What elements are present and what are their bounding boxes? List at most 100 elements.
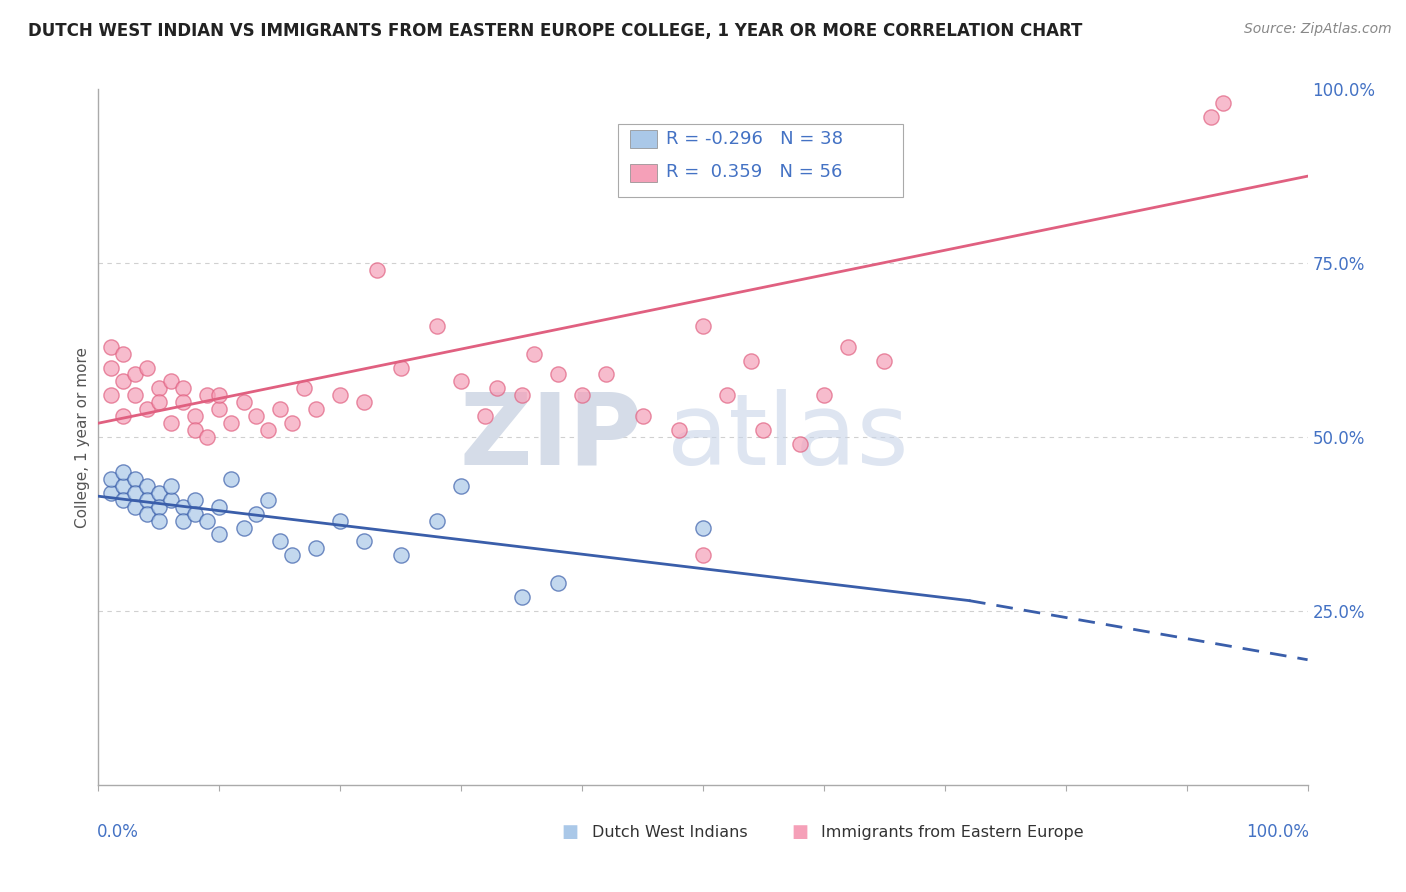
Point: [668, 423, 690, 437]
Point: [789, 437, 811, 451]
Point: [111, 409, 134, 424]
Point: [474, 409, 496, 424]
Point: [547, 576, 569, 591]
Point: [124, 388, 146, 402]
Point: [148, 381, 170, 395]
Point: [692, 318, 714, 333]
Point: [184, 409, 207, 424]
Point: [148, 500, 170, 514]
Text: Dutch West Indians: Dutch West Indians: [592, 825, 748, 840]
Point: [135, 479, 157, 493]
Point: [547, 368, 569, 382]
Point: [837, 340, 859, 354]
Text: R = -0.296   N = 38: R = -0.296 N = 38: [665, 129, 842, 147]
Point: [813, 388, 835, 402]
Point: [148, 514, 170, 528]
Point: [111, 346, 134, 360]
Point: [486, 381, 509, 395]
Point: [329, 514, 352, 528]
Point: [195, 430, 218, 444]
Point: [208, 402, 231, 417]
Point: [631, 409, 654, 424]
Point: [873, 353, 896, 368]
Point: [135, 492, 157, 507]
Point: [740, 353, 762, 368]
Text: ■: ■: [561, 823, 578, 841]
Point: [232, 395, 254, 409]
Point: [221, 472, 243, 486]
Point: [292, 381, 315, 395]
Text: DUTCH WEST INDIAN VS IMMIGRANTS FROM EASTERN EUROPE COLLEGE, 1 YEAR OR MORE CORR: DUTCH WEST INDIAN VS IMMIGRANTS FROM EAS…: [28, 22, 1083, 40]
Point: [366, 263, 388, 277]
Point: [232, 520, 254, 534]
Point: [571, 388, 593, 402]
Text: 0.0%: 0.0%: [97, 823, 139, 841]
Text: Source: ZipAtlas.com: Source: ZipAtlas.com: [1244, 22, 1392, 37]
Y-axis label: College, 1 year or more: College, 1 year or more: [75, 347, 90, 527]
Point: [353, 395, 375, 409]
Point: [100, 340, 122, 354]
Point: [111, 479, 134, 493]
Point: [245, 507, 267, 521]
Point: [245, 409, 267, 424]
Point: [1212, 96, 1234, 111]
Point: [208, 527, 231, 541]
Point: [221, 416, 243, 430]
Point: [450, 479, 472, 493]
Text: ZIP: ZIP: [460, 389, 643, 485]
Point: [135, 402, 157, 417]
Point: [426, 514, 449, 528]
Point: [111, 375, 134, 389]
Point: [172, 381, 194, 395]
Point: [389, 549, 412, 563]
Point: [100, 485, 122, 500]
Point: [184, 423, 207, 437]
Point: [124, 500, 146, 514]
Point: [135, 360, 157, 375]
Point: [100, 472, 122, 486]
Text: atlas: atlas: [666, 389, 908, 485]
Point: [124, 485, 146, 500]
Point: [510, 388, 533, 402]
Point: [752, 423, 775, 437]
Point: [281, 416, 304, 430]
Text: R =  0.359   N = 56: R = 0.359 N = 56: [665, 163, 842, 181]
Point: [172, 514, 194, 528]
Point: [124, 472, 146, 486]
Point: [160, 492, 183, 507]
Point: [160, 416, 183, 430]
Point: [269, 402, 291, 417]
Point: [716, 388, 738, 402]
Point: [111, 492, 134, 507]
FancyBboxPatch shape: [619, 124, 903, 197]
Point: [172, 395, 194, 409]
Text: Immigrants from Eastern Europe: Immigrants from Eastern Europe: [821, 825, 1084, 840]
Point: [195, 388, 218, 402]
Text: 100.0%: 100.0%: [1246, 823, 1309, 841]
Point: [389, 360, 412, 375]
Point: [256, 423, 278, 437]
Point: [135, 507, 157, 521]
Point: [523, 346, 546, 360]
Point: [269, 534, 291, 549]
Text: ■: ■: [792, 823, 808, 841]
Point: [184, 492, 207, 507]
Point: [100, 360, 122, 375]
Point: [692, 549, 714, 563]
Point: [172, 500, 194, 514]
FancyBboxPatch shape: [630, 163, 657, 182]
Point: [305, 541, 328, 556]
Point: [111, 465, 134, 479]
Point: [305, 402, 328, 417]
Point: [281, 549, 304, 563]
Point: [450, 375, 472, 389]
Point: [208, 388, 231, 402]
Point: [256, 492, 278, 507]
Point: [160, 375, 183, 389]
Point: [148, 485, 170, 500]
Point: [353, 534, 375, 549]
Point: [195, 514, 218, 528]
Point: [148, 395, 170, 409]
Point: [160, 479, 183, 493]
Point: [426, 318, 449, 333]
